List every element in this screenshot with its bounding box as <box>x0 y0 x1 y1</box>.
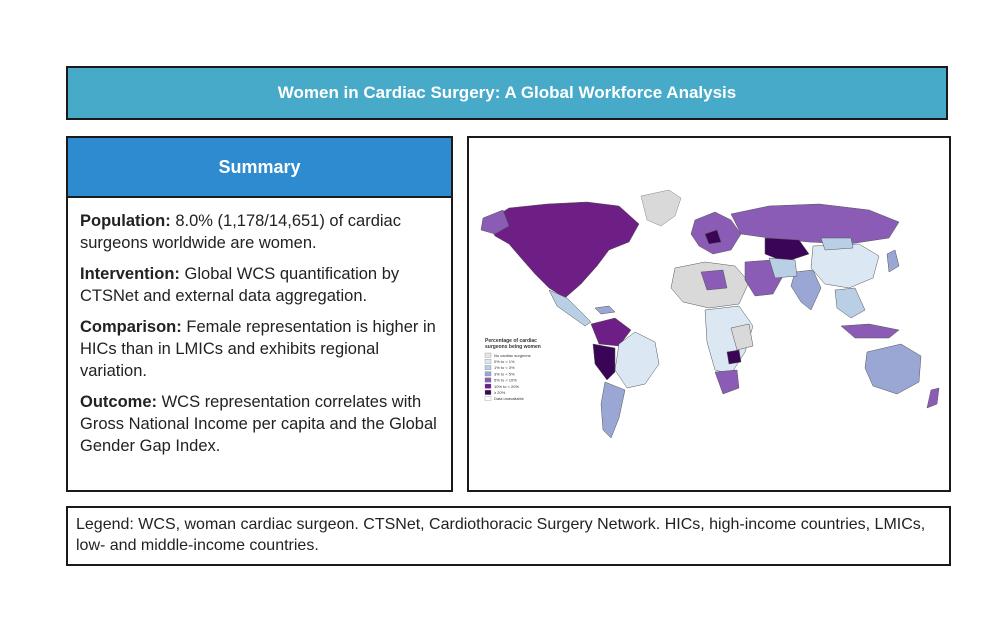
map-region-japan <box>886 249 900 273</box>
map-legend-swatch <box>484 390 492 395</box>
summary-item-population: Population: 8.0% (1,178/14,651) of cardi… <box>80 210 441 254</box>
summary-body: Population: 8.0% (1,178/14,651) of cardi… <box>68 198 451 457</box>
map-legend-swatch <box>484 383 492 389</box>
world-map: Percentage of cardiac surgeons being wom… <box>480 189 940 439</box>
map-legend-label: No cardiac surgeons <box>494 353 531 358</box>
summary-item-key: Outcome: <box>80 393 158 411</box>
summary-item-key: Comparison: <box>80 318 182 336</box>
map-legend-swatch <box>484 371 492 377</box>
map-region-central-asia <box>768 257 798 279</box>
map-legend-swatch <box>484 359 492 364</box>
map-legend-label: 10% to < 20% <box>494 384 519 389</box>
map-region-east-africa <box>730 323 754 351</box>
map-region-southern-cone <box>600 381 626 439</box>
map-region-mongolia <box>820 237 854 251</box>
map-legend-label: 1% to < 3% <box>494 365 515 370</box>
summary-item-text: 8.0% (1,178/14,651) of cardiac surgeons … <box>80 212 401 252</box>
summary-item-key: Population: <box>80 212 171 230</box>
map-region-australia <box>864 343 922 395</box>
map-legend-label: Data unavailable <box>494 396 525 401</box>
summary-item-text: Global WCS quantification by CTSNet and … <box>80 265 400 305</box>
map-region-caribbean <box>594 305 616 315</box>
map-legend-swatch <box>484 352 492 358</box>
map-legend-swatch <box>484 365 492 370</box>
map-region-indonesia <box>840 323 900 339</box>
summary-item-comparison: Comparison: Female representation is hig… <box>80 316 441 382</box>
map-region-central-europe <box>704 229 722 245</box>
page-title: Women in Cardiac Surgery: A Global Workf… <box>66 66 948 120</box>
map-region-russia <box>730 203 900 245</box>
map-region-south-africa <box>714 369 740 395</box>
summary-header: Summary <box>68 138 451 198</box>
map-region-china <box>810 243 880 289</box>
map-legend: Percentage of cardiac surgeons being wom… <box>484 338 541 401</box>
summary-item-text: WCS representation correlates with Gross… <box>80 393 437 455</box>
summary-item-text: Female representation is higher in HICs … <box>80 318 436 380</box>
map-region-new-zealand <box>926 387 940 409</box>
map-region-central-america <box>548 289 592 327</box>
map-region-southeast-asia <box>834 287 866 319</box>
legend-footnote-text: Legend: WCS, woman cardiac surgeon. CTSN… <box>76 516 926 554</box>
summary-item-outcome: Outcome: WCS representation correlates w… <box>80 391 441 457</box>
map-region-central-africa <box>704 305 754 375</box>
map-region-brazil <box>614 331 660 389</box>
map-legend-label: 5% to < 10% <box>494 378 517 383</box>
summary-item-key: Intervention: <box>80 265 180 283</box>
map-legend-label: 0% to < 1% <box>494 359 515 364</box>
summary-header-text: Summary <box>218 156 301 177</box>
map-region-kazakhstan <box>764 237 810 263</box>
map-legend-label: ≥ 20% <box>494 390 506 395</box>
summary-item-intervention: Intervention: Global WCS quantification … <box>80 263 441 307</box>
summary-panel: Summary Population: 8.0% (1,178/14,651) … <box>66 136 453 492</box>
page-title-text: Women in Cardiac Surgery: A Global Workf… <box>277 83 737 102</box>
map-region-alaska <box>480 209 510 235</box>
map-region-greenland <box>640 189 682 227</box>
map-legend-title: Percentage of cardiac <box>485 338 537 344</box>
map-legend-title: surgeons being women <box>485 344 541 350</box>
world-map-panel: Percentage of cardiac surgeons being wom… <box>467 136 951 492</box>
map-region-libya <box>700 269 728 291</box>
map-legend-label: 3% to < 5% <box>494 371 515 376</box>
map-region-south-america-north <box>590 317 632 347</box>
map-legend-swatch <box>484 377 492 383</box>
map-region-zambia <box>726 349 742 365</box>
map-region-north-america <box>486 201 640 299</box>
map-region-andes <box>592 343 616 381</box>
map-legend-swatch <box>484 396 492 401</box>
legend-footnote: Legend: WCS, woman cardiac surgeon. CTSN… <box>66 506 951 566</box>
